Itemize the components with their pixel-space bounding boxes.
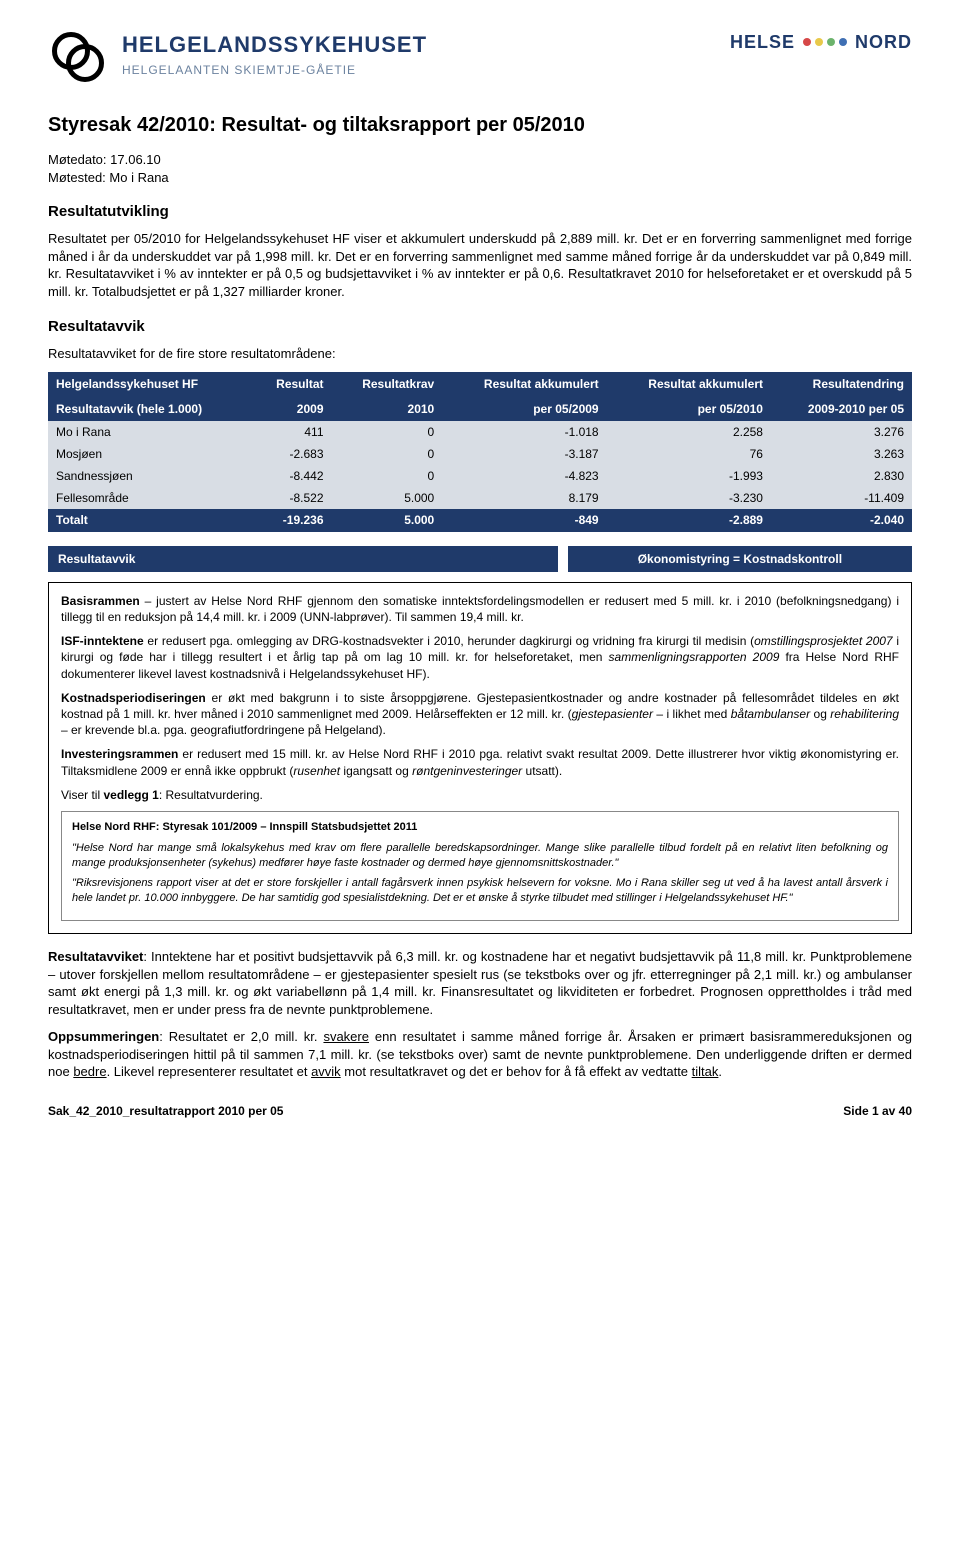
footer: Sak_42_2010_resultatrapport 2010 per 05 … [48, 1103, 912, 1119]
th-change: Resultatendring [771, 372, 912, 396]
inner-quote-1: "Helse Nord har mange små lokalsykehus m… [72, 841, 888, 871]
banner-right: Økonomistyring = Kostnadskontroll [568, 546, 912, 572]
table-header-row: Helgelandssykehuset HF Resultat Resultat… [48, 372, 912, 396]
box-p5: Viser til vedlegg 1: Resultatvurdering. [61, 787, 899, 803]
th-akk09: Resultat akkumulert [442, 372, 606, 396]
brand-main: HELGELANDSSYKEHUSET [122, 30, 427, 60]
table-row: Sandnessjøen-8.4420-4.823-1.9932.830 [48, 465, 912, 487]
table-total-row: Totalt-19.2365.000-849-2.889-2.040 [48, 509, 912, 531]
brand-sub: HELGELAANTEN SKIEMTJE-GÅETIE [122, 62, 427, 78]
footer-left: Sak_42_2010_resultatrapport 2010 per 05 [48, 1103, 283, 1119]
logo-icon [48, 30, 112, 88]
box-p3: Kostnadsperiodiseringen er økt med bakgr… [61, 690, 899, 739]
th-per10: per 05/2010 [607, 397, 771, 421]
inner-title: Helse Nord RHF: Styresak 101/2009 – Inns… [72, 820, 888, 835]
footer-right: Side 1 av 40 [843, 1103, 912, 1119]
section2-title: Resultatavvik [48, 317, 912, 337]
brand-text: HELGELANDSSYKEHUSET HELGELAANTEN SKIEMTJ… [122, 30, 427, 78]
meeting-meta: Møtedato: 17.06.10 Møtested: Mo i Rana [48, 151, 912, 186]
table-header-row: Resultatavvik (hele 1.000) 2009 2010 per… [48, 397, 912, 421]
th-krav: Resultatkrav [332, 372, 443, 396]
helse-label: HELSE [730, 30, 795, 54]
th-2009: 2009 [252, 397, 332, 421]
results-table: Helgelandssykehuset HF Resultat Resultat… [48, 372, 912, 531]
th-akk10: Resultat akkumulert [607, 372, 771, 396]
th-result: Resultat [252, 372, 332, 396]
doc-header: HELGELANDSSYKEHUSET HELGELAANTEN SKIEMTJ… [48, 30, 912, 88]
banner-row: Resultatavvik Økonomistyring = Kostnadsk… [48, 546, 912, 572]
info-box: Basisrammen – justert av Helse Nord RHF … [48, 582, 912, 934]
para-resultatavviket: Resultatavviket: Inntektene har et posit… [48, 948, 912, 1018]
th-name1: Helgelandssykehuset HF [48, 372, 252, 396]
meeting-date: Møtedato: 17.06.10 [48, 151, 912, 169]
page-title: Styresak 42/2010: Resultat- og tiltaksra… [48, 112, 912, 139]
inner-quote-2: "Riksrevisjonens rapport viser at det er… [72, 876, 888, 906]
th-change2: 2009-2010 per 05 [771, 397, 912, 421]
section1-body: Resultatet per 05/2010 for Helgelandssyk… [48, 230, 912, 300]
table-row: Mo i Rana4110-1.0182.2583.276 [48, 421, 912, 443]
th-2010: 2010 [332, 397, 443, 421]
inner-quote-box: Helse Nord RHF: Styresak 101/2009 – Inns… [61, 811, 899, 921]
box-p4: Investeringsrammen er redusert med 15 mi… [61, 746, 899, 778]
para-oppsummering: Oppsummeringen: Resultatet er 2,0 mill. … [48, 1028, 912, 1081]
box-p1: Basisrammen – justert av Helse Nord RHF … [61, 593, 899, 625]
box-p2: ISF-inntektene er redusert pga. omleggin… [61, 633, 899, 682]
th-per09: per 05/2009 [442, 397, 606, 421]
meeting-place: Møtested: Mo i Rana [48, 169, 912, 187]
section2-lead: Resultatavviket for de fire store result… [48, 345, 912, 363]
th-name2: Resultatavvik (hele 1.000) [48, 397, 252, 421]
dots-icon [803, 38, 847, 46]
section1-title: Resultatutvikling [48, 202, 912, 222]
brand-right: HELSE NORD [730, 30, 912, 54]
table-row: Fellesområde-8.5225.0008.179-3.230-11.40… [48, 487, 912, 509]
page: HELGELANDSSYKEHUSET HELGELAANTEN SKIEMTJ… [0, 0, 960, 1147]
brand-left: HELGELANDSSYKEHUSET HELGELAANTEN SKIEMTJ… [48, 30, 427, 88]
nord-label: NORD [855, 30, 912, 54]
table-row: Mosjøen-2.6830-3.187763.263 [48, 443, 912, 465]
banner-left: Resultatavvik [48, 546, 558, 572]
